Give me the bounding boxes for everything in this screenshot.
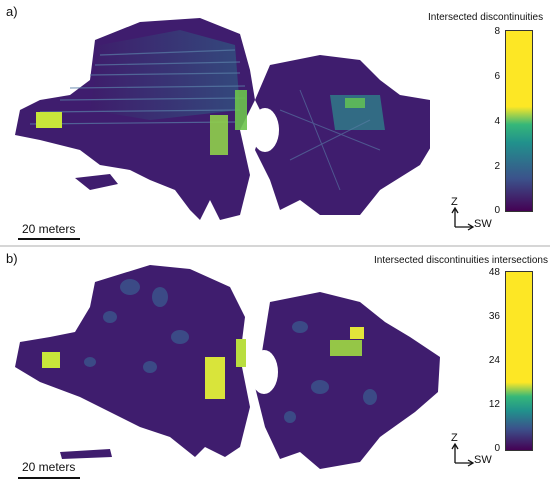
scale-bar (18, 477, 80, 479)
panel-divider (0, 245, 550, 247)
left-outcrop-b (15, 265, 250, 457)
axis-z-label: Z (451, 196, 458, 208)
colorbar (505, 30, 533, 212)
axis-sw-label: SW (474, 454, 492, 466)
rock-face-map-b (15, 265, 440, 469)
panel-a: a) (0, 0, 550, 245)
panel-label: b) (6, 251, 18, 266)
tick-label: 36 (488, 311, 500, 322)
tick-label: 8 (494, 26, 500, 37)
right-outcrop-b (255, 292, 440, 469)
axis-sw-label: SW (474, 218, 492, 230)
colorbar-title: Intersected discontinuities (428, 12, 544, 23)
tick-label: 48 (488, 267, 500, 278)
tick-label: 12 (488, 399, 500, 410)
tick-label: 6 (494, 71, 500, 82)
scale-label: 20 meters (22, 460, 76, 474)
tick-label: 0 (494, 443, 500, 454)
colorbar-title: Intersected discontinuities intersection… (374, 255, 548, 266)
hotspot (205, 357, 225, 399)
scale-label: 20 meters (22, 222, 76, 236)
hotspot (36, 112, 62, 128)
tick-label: 2 (494, 161, 500, 172)
colorbar (505, 271, 533, 451)
tick-label: 4 (494, 116, 500, 127)
panel-b: b) Intersected discontinuities intersect… (0, 247, 550, 495)
rock-face-map-a (15, 18, 430, 220)
axis-z-label: Z (451, 432, 458, 444)
axis-arrows-icon (451, 206, 475, 231)
axis-arrows-icon (451, 442, 475, 467)
panel-label: a) (6, 4, 18, 19)
tick-label: 0 (494, 205, 500, 216)
scale-bar (18, 238, 80, 240)
tick-label: 24 (488, 355, 500, 366)
